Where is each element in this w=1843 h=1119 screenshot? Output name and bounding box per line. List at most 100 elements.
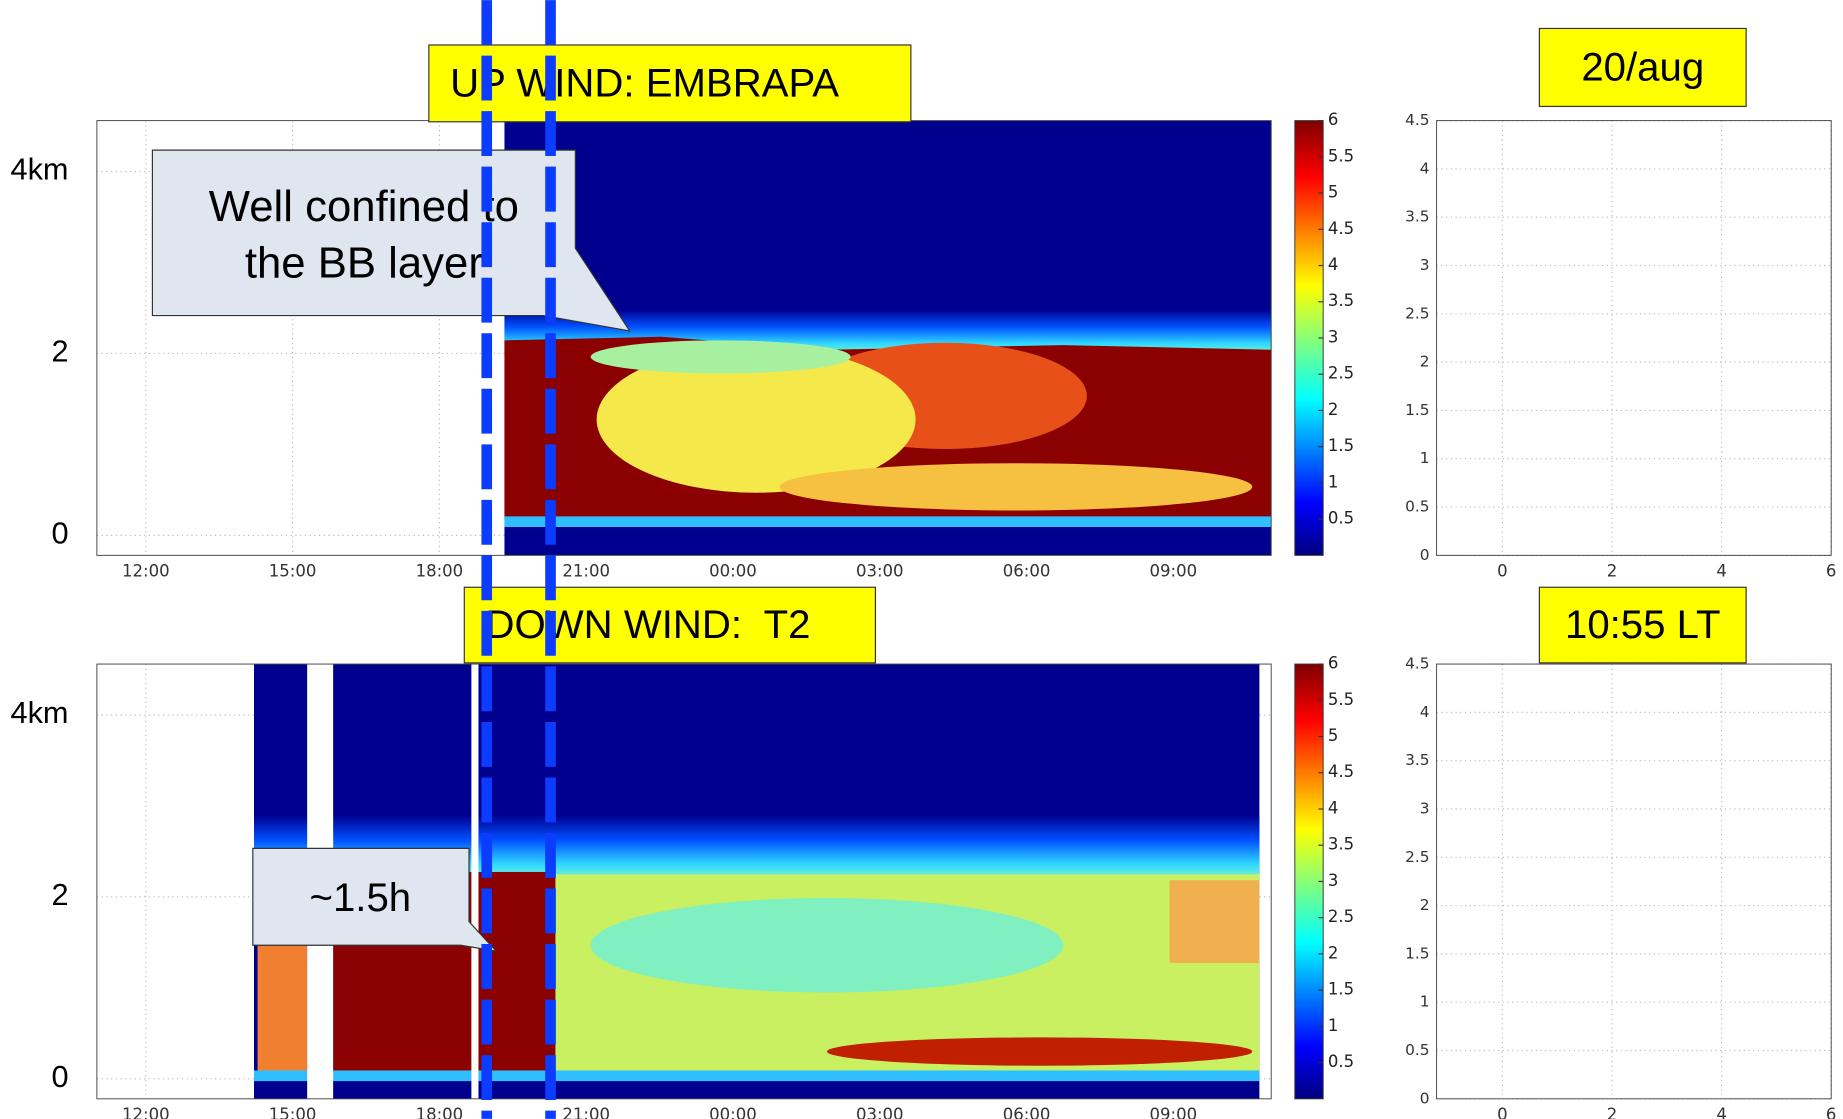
y-tick-label: 4.5 xyxy=(1405,111,1429,129)
callout-text: the BB layer xyxy=(245,238,483,287)
colorbar-label: 2 xyxy=(1328,943,1339,962)
colorbar-label: 3.5 xyxy=(1328,291,1354,310)
colorbar-label: 1 xyxy=(1328,472,1339,491)
colorbar-label: 3.5 xyxy=(1328,835,1354,854)
callout: Well confined to the BB layer xyxy=(151,149,631,332)
smoke-core xyxy=(590,897,1064,993)
y-tick-label: 0 xyxy=(51,515,68,550)
y-tick-label: 4km xyxy=(11,695,69,730)
callout: ~1.5h xyxy=(252,847,498,953)
y-tick-label: 3.5 xyxy=(1405,208,1429,226)
panel: 0 2 4 6 0 0.5 1 1.5 2 2.5 3 3.5 4 4.5 10:55 LT xyxy=(1405,586,1837,1119)
x-tick-label: 12:00 xyxy=(122,561,170,580)
colorbar-label: 3 xyxy=(1328,327,1339,346)
y-tick-label: 2 xyxy=(51,877,68,912)
colorbar-label: 0.5 xyxy=(1328,1052,1354,1071)
smoke-core xyxy=(779,463,1253,511)
x-tick-label: 00:00 xyxy=(709,1105,757,1119)
y-tick-label: 1.5 xyxy=(1405,944,1429,962)
y-tick-label: 0.5 xyxy=(1405,1041,1429,1059)
y-tick-label: 0 xyxy=(1420,546,1430,564)
panel-title: 10:55 LT xyxy=(1565,602,1721,647)
colorbar-label: 5 xyxy=(1328,183,1339,202)
x-tick-label: 0 xyxy=(1497,561,1508,580)
smoke-core xyxy=(596,346,916,493)
data-gap xyxy=(471,664,479,1099)
callout-text: ~1.5h xyxy=(310,875,412,920)
smoke-core xyxy=(590,340,851,374)
y-tick-label: 1.5 xyxy=(1405,401,1429,419)
y-tick-label: 0 xyxy=(1420,1089,1430,1107)
panel: 12:00 15:00 18:00 21:00 00:00 03:00 06:00 09:00… xyxy=(11,586,1354,1119)
colorbar-label: 0.5 xyxy=(1328,509,1354,528)
colorbar-label: 1.5 xyxy=(1328,980,1354,999)
panel-title: 20/aug xyxy=(1581,44,1704,89)
y-tick-label: 1 xyxy=(1420,993,1430,1011)
y-tick-label: 0.5 xyxy=(1405,498,1429,516)
surface xyxy=(254,1070,1260,1082)
smoke-layer xyxy=(1169,880,1260,963)
plot-frame xyxy=(96,663,1272,1100)
y-tick-label: 4 xyxy=(1420,159,1430,177)
x-tick-label: 4 xyxy=(1716,1105,1727,1119)
y-tick-label: 0 xyxy=(51,1059,68,1094)
colorbar-label: 2.5 xyxy=(1328,364,1354,383)
y-tick-label: 2 xyxy=(1420,896,1430,914)
colorbar-label: 1.5 xyxy=(1328,436,1354,455)
y-tick-label: 2.5 xyxy=(1405,848,1429,866)
title-box xyxy=(1538,27,1747,108)
x-tick-label: 6 xyxy=(1826,561,1837,580)
x-tick-label: 0 xyxy=(1497,1105,1508,1119)
y-tick-label: 3 xyxy=(1420,256,1430,274)
plot-area xyxy=(1436,664,1832,1099)
y-tick-label: 3 xyxy=(1420,799,1430,817)
x-tick-label: 18:00 xyxy=(416,561,464,580)
x-tick-label: 03:00 xyxy=(856,561,904,580)
x-tick-label: 6 xyxy=(1826,1105,1837,1119)
y-tick-label: 2.5 xyxy=(1405,304,1429,322)
colorbar-label: 5.5 xyxy=(1328,146,1354,165)
x-tick-label: 21:00 xyxy=(562,561,610,580)
callout-box xyxy=(252,847,498,953)
x-tick-label: 2 xyxy=(1607,1105,1618,1119)
y-tick-label: 1 xyxy=(1420,449,1430,467)
colorbar-label: 4 xyxy=(1328,798,1339,817)
colorbar-label: 2 xyxy=(1328,400,1339,419)
colorbar-label: 2.5 xyxy=(1328,907,1354,926)
panel-title: DOWN WIND: T2 xyxy=(486,602,811,647)
plot-frame xyxy=(1436,663,1832,1100)
title-box xyxy=(463,586,877,664)
x-tick-label: 12:00 xyxy=(122,1105,170,1119)
colorbar-label: 5.5 xyxy=(1328,690,1354,709)
colorbar-label: 1 xyxy=(1328,1016,1339,1035)
panel: 12:00 15:00 18:00 21:00 00:00 03:00 06:00 09:00… xyxy=(11,44,1354,580)
x-tick-label: 2 xyxy=(1607,561,1618,580)
colorbar-label: 6 xyxy=(1328,654,1339,673)
panel-title: UP WIND: EMBRAPA xyxy=(450,60,839,105)
colorbar-label: 3 xyxy=(1328,871,1339,890)
x-tick-label: 15:00 xyxy=(269,561,317,580)
panel: 0 2 4 6 0 0.5 1 1.5 2 2.5 3 3.5 4 4.5 20/aug xyxy=(1405,27,1837,580)
y-tick-label: 3.5 xyxy=(1405,751,1429,769)
callout-box xyxy=(151,149,631,332)
colorbar-label: 6 xyxy=(1328,110,1339,129)
x-tick-label: 00:00 xyxy=(709,561,757,580)
colorbar-label: 5 xyxy=(1328,726,1339,745)
x-tick-label: 4 xyxy=(1716,561,1727,580)
smoke-core xyxy=(826,1037,1253,1066)
x-tick-label: 03:00 xyxy=(856,1105,904,1119)
colorbar-label: 4.5 xyxy=(1328,219,1354,238)
y-tick-label: 2 xyxy=(51,334,68,369)
y-tick-label: 4 xyxy=(1420,703,1430,721)
plot-layers: 12:00 15:00 18:00 21:00 00:00 03:00 06:00 09:00… xyxy=(11,0,1837,1119)
x-tick-label: 18:00 xyxy=(416,1105,464,1119)
x-tick-label: 21:00 xyxy=(562,1105,610,1119)
y-tick-label: 4.5 xyxy=(1405,655,1429,673)
callout-text: Well confined to xyxy=(209,182,519,231)
surface xyxy=(504,516,1272,528)
plot-frame xyxy=(1436,120,1832,556)
colorbar-label: 4 xyxy=(1328,255,1339,274)
title-box xyxy=(1538,586,1747,664)
